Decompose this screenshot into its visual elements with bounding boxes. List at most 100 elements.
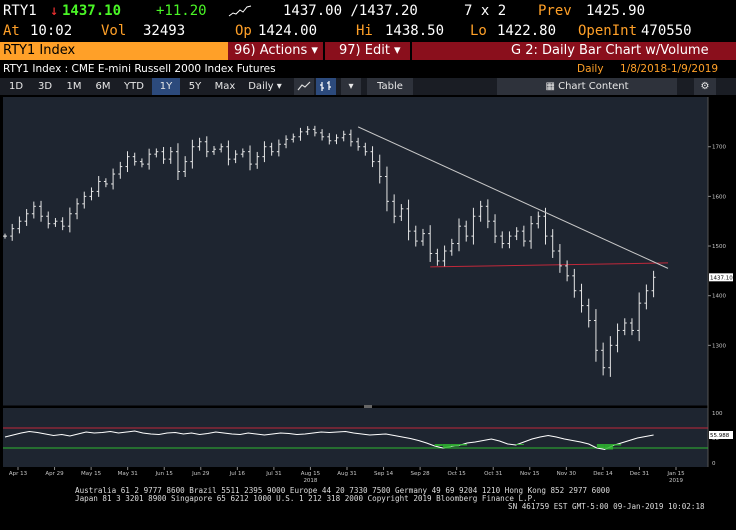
x-tick-label: May 15 (81, 471, 102, 477)
price-bar (147, 148, 152, 170)
x-tick-label: Jul 31 (265, 471, 281, 477)
range-1d-button[interactable]: 1D (8, 81, 24, 92)
x-tick-label: Apr 13 (9, 471, 28, 477)
x-tick-label: Oct 15 (448, 471, 467, 477)
price-bar (111, 168, 116, 190)
quote-time: 10:02 (30, 23, 73, 39)
x-year-label: 2019 (669, 478, 683, 484)
x-tick-label: Dec 31 (630, 471, 649, 477)
date-range[interactable]: 1/8/2018-1/9/2019 (620, 63, 719, 75)
chart-toolbar: 1D 3D 1M 6M YTD 1Y 5Y Max Daily ▾ ▾ Tabl… (0, 78, 736, 95)
price-bar (17, 216, 22, 234)
prev-close: 1425.90 (586, 3, 646, 19)
price-bar (298, 127, 303, 141)
menu-bar: 96) Actions ▾ 97) Edit ▾ G 2: Daily Bar … (228, 42, 736, 60)
price-bar (24, 209, 29, 226)
price-bar (420, 228, 425, 246)
price-bar (226, 140, 231, 166)
price-bar (586, 298, 591, 328)
x-tick-label: Aug 31 (337, 471, 357, 477)
bar-chart-icon[interactable] (316, 78, 336, 95)
security-field[interactable]: RTY1 Index (0, 42, 228, 60)
open-interest: 470550 (641, 23, 692, 39)
panel-resize-handle (364, 405, 372, 408)
price-bar (125, 151, 130, 173)
x-tick-label: Nov 30 (557, 471, 577, 477)
x-tick-label: Dec 14 (593, 471, 613, 477)
range-1m-button[interactable]: 1M (66, 81, 82, 92)
chart-title: G 2: Daily Bar Chart w/Volume (511, 43, 709, 58)
x-tick-label: Aug 15 (301, 471, 321, 477)
footer: Australia 61 2 9777 8600 Brazil 5511 239… (0, 486, 736, 530)
price-bar (96, 176, 101, 197)
edit-menu[interactable]: 97) Edit ▾ (339, 43, 401, 58)
price-bar (449, 238, 454, 256)
price-bar (478, 200, 483, 222)
price-bar (572, 268, 577, 298)
chart-content-label: Chart Content (558, 81, 629, 92)
price-bar (327, 133, 332, 145)
price-bar (529, 215, 534, 249)
price-bar (269, 142, 274, 156)
price-bar (363, 142, 368, 156)
last-price-box (709, 273, 733, 282)
price-bar (485, 199, 490, 229)
price-bar (464, 220, 469, 242)
x-tick-label: Jun 29 (191, 471, 210, 477)
table-button[interactable]: Table (367, 78, 413, 95)
price-bar (348, 129, 353, 147)
price-bar (514, 227, 519, 241)
subtitle-bar: RTY1 Index : CME E-mini Russell 2000 Ind… (0, 61, 736, 78)
price-panel (3, 97, 708, 406)
y-tick-label: 1300 (712, 343, 726, 349)
volume: 32493 (143, 23, 186, 39)
bid-ask: 1437.00 /1437.20 (283, 3, 418, 19)
oversold-shade (596, 444, 605, 448)
price-bar (219, 143, 224, 153)
frequency-dropdown[interactable]: Daily ▾ (248, 81, 282, 92)
price-bar (204, 136, 209, 158)
actions-menu[interactable]: 96) Actions ▾ (234, 43, 318, 58)
chevron-down-icon[interactable]: ▾ (341, 78, 361, 95)
range-5y-button[interactable]: 5Y (188, 81, 202, 92)
price-bar (370, 146, 375, 168)
price-bar (384, 166, 389, 212)
oscillator-panel (3, 408, 708, 467)
period-label: Daily (577, 63, 604, 75)
price-bar (240, 148, 245, 158)
price-bar (334, 134, 339, 145)
x-tick-label: Jul 16 (229, 471, 246, 477)
footer-session: SN 461759 EST GMT-5:00 09-Jan-2019 10:02… (508, 502, 705, 511)
range-6m-button[interactable]: 6M (95, 81, 111, 92)
price-bar (139, 158, 144, 168)
gear-icon[interactable]: ⚙ (694, 78, 716, 95)
footer-phones-1: Australia 61 2 9777 8600 Brazil 5511 239… (75, 486, 610, 495)
oversold-shade (442, 444, 451, 448)
range-max-button[interactable]: Max (214, 81, 236, 92)
price-bar (644, 284, 649, 310)
oversold-shade (450, 444, 460, 447)
oversold-shade (613, 444, 622, 446)
line-chart-icon[interactable] (294, 78, 314, 95)
range-ytd-button[interactable]: YTD (124, 81, 144, 92)
range-1y-button[interactable]: 1Y (152, 78, 180, 95)
price-bar (211, 145, 216, 155)
x-tick-label: Apr 29 (45, 471, 64, 477)
security-description: RTY1 Index : CME E-mini Russell 2000 Ind… (3, 63, 276, 75)
price-bar (356, 137, 361, 151)
price-bar (46, 211, 51, 229)
price-bar (507, 231, 512, 249)
oversold-shade (459, 444, 468, 446)
price-bar (118, 161, 123, 179)
price-bar (377, 154, 382, 184)
vol-label: Vol (101, 23, 127, 39)
range-3d-button[interactable]: 3D (37, 81, 53, 92)
x-tick-label: Sep 14 (374, 471, 394, 477)
price-bar (284, 135, 289, 149)
chart-content-button[interactable]: ▦ Chart Content (497, 78, 677, 95)
prev-label: Prev (538, 3, 572, 19)
price-bar (255, 151, 260, 169)
osc-last-label: 55.988 (710, 433, 730, 439)
